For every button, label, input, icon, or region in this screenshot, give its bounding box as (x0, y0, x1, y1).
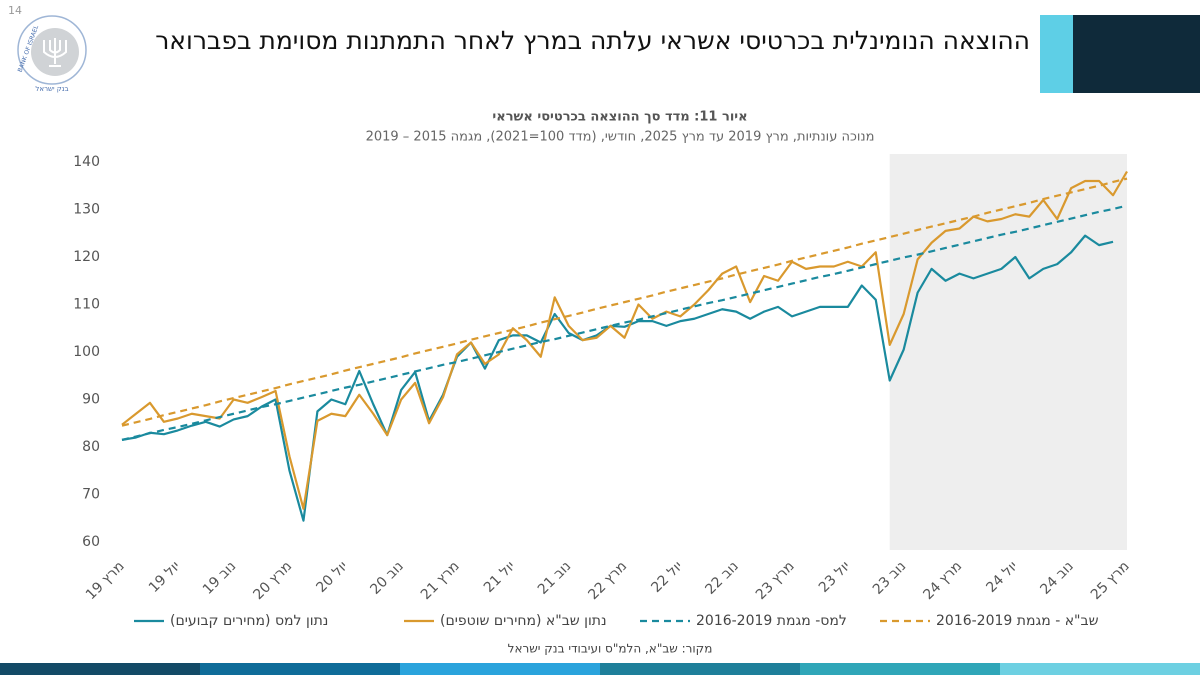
strip (800, 663, 1000, 675)
x-tick-label: מרץ 24 (920, 558, 965, 603)
x-tick-label: נוב 19 (200, 558, 239, 597)
legend-item: נתון שב"א (מחירים שוטפים) (404, 613, 607, 629)
chart-subtitle: מנוכה עונתיות, מרץ 2019 עד מרץ 2025, חוד… (366, 130, 875, 145)
series-line (121, 234, 1114, 522)
legend-item: נתון למס (מחירים קבועים) (134, 613, 328, 629)
legend-item: למס- מגמת 2016-2019 (640, 613, 847, 629)
slide-title: ההוצאה הנומינלית בכרטיסי אשראי עלתה במרץ… (155, 26, 1030, 55)
x-tick-label: מרץ 19 (83, 558, 128, 603)
x-tick-label: מרץ 25 (1088, 558, 1133, 603)
y-tick-label: 70 (82, 487, 100, 503)
x-tick-label: יול 24 (983, 558, 1021, 596)
strip (0, 663, 200, 675)
legend-label: נתון למס (מחירים קבועים) (170, 613, 328, 629)
y-tick-label: 120 (73, 249, 100, 265)
x-tick-label: נוב 20 (367, 558, 406, 597)
series-line (121, 170, 1128, 510)
x-tick-label: מרץ 21 (418, 558, 463, 603)
strip (1000, 663, 1200, 675)
highlight-band (889, 154, 1127, 550)
page-number: 14 (8, 4, 22, 17)
legend-label: למס- מגמת 2016-2019 (696, 613, 847, 629)
y-tick-label: 90 (82, 392, 100, 408)
bottom-strip (0, 663, 1200, 675)
header-block (1073, 15, 1200, 93)
strip (400, 663, 600, 675)
strip (200, 663, 400, 675)
y-tick-label: 60 (82, 534, 100, 550)
trend-line (121, 204, 1128, 441)
x-tick-label: יול 19 (146, 558, 184, 596)
y-tick-label: 110 (73, 297, 100, 313)
logo-text-he: בנק ישראל (35, 85, 68, 93)
x-tick-label: מרץ 23 (753, 558, 798, 603)
x-tick-label: נוב 22 (702, 558, 741, 597)
y-tick-label: 130 (73, 202, 100, 218)
logo-ring (17, 15, 87, 85)
x-tick-label: יול 23 (816, 558, 854, 596)
x-tick-label: נוב 23 (870, 558, 909, 597)
header-accent (1040, 15, 1073, 93)
logo: BANK OF ISRAEL בנק ישראל (17, 15, 87, 93)
y-tick-label: 80 (82, 439, 100, 455)
legend-item: שב"א - מגמת 2016-2019 (880, 613, 1099, 629)
x-tick-label: יול 22 (648, 558, 686, 596)
legend-label: נתון שב"א (מחירים שוטפים) (440, 613, 607, 629)
chart-title: איור 11: מדד סך ההוצאה בכרטיסי אשראי (492, 110, 747, 125)
strip (600, 663, 800, 675)
x-tick-label: יול 21 (481, 558, 519, 596)
y-tick-label: 140 (73, 154, 100, 170)
x-tick-label: נוב 24 (1037, 558, 1076, 597)
legend-label: שב"א - מגמת 2016-2019 (936, 613, 1099, 629)
y-tick-label: 100 (73, 344, 100, 360)
trend-line (121, 177, 1128, 427)
source: מקור: שב"א, הלמ"ס ועיבודי בנק ישראל (508, 642, 713, 656)
x-tick-label: יול 20 (313, 558, 351, 596)
logo-menorah (43, 38, 67, 67)
x-tick-label: מרץ 22 (585, 558, 630, 603)
x-tick-label: נוב 21 (535, 558, 574, 597)
x-tick-label: מרץ 20 (250, 558, 295, 603)
